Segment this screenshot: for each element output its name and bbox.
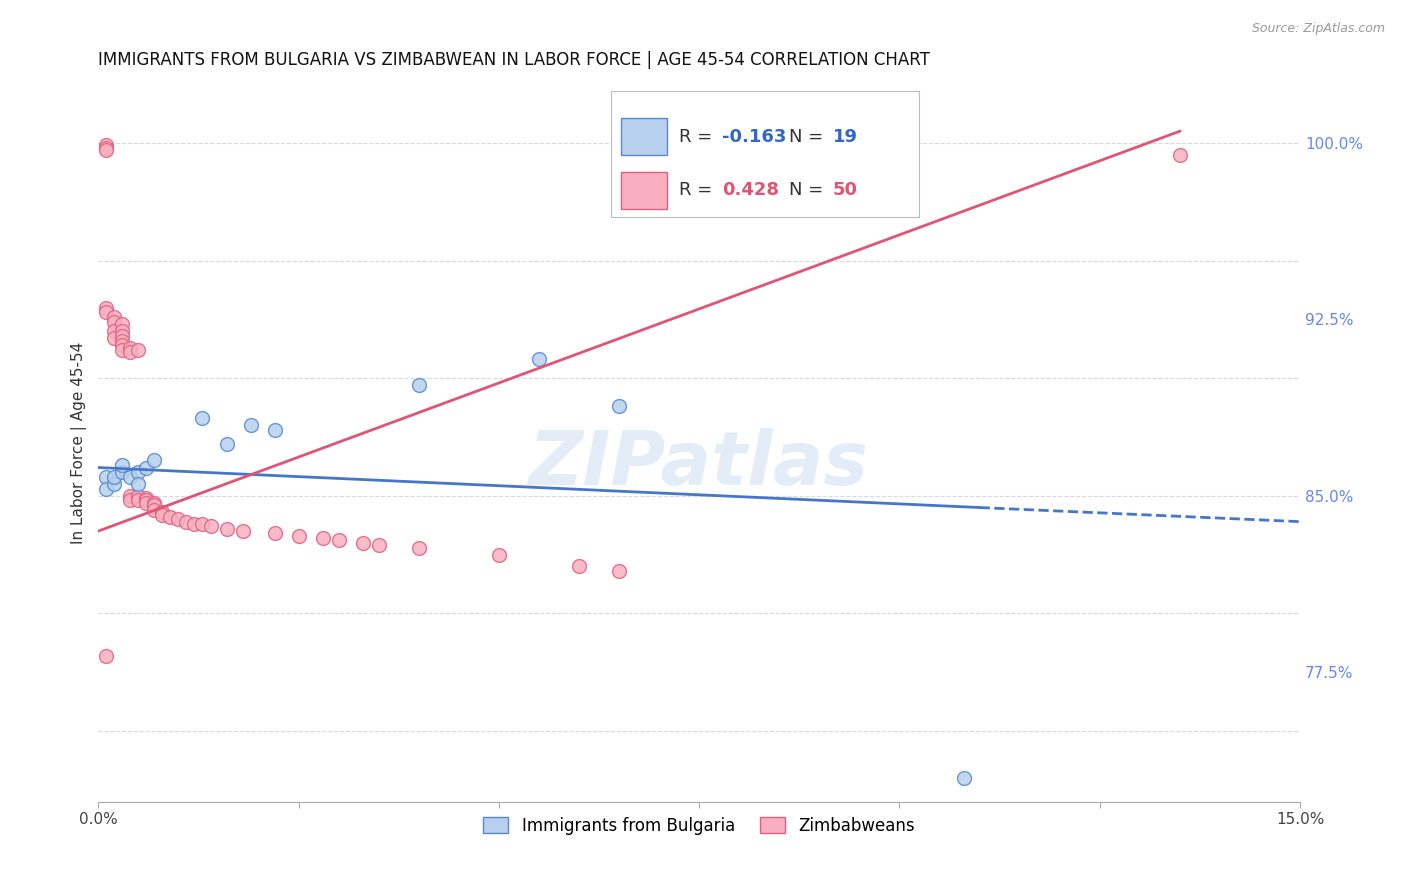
Legend: Immigrants from Bulgaria, Zimbabweans: Immigrants from Bulgaria, Zimbabweans	[475, 809, 924, 844]
Point	[120, 345, 142, 359]
Point	[111, 324, 134, 338]
Point	[328, 533, 350, 548]
Text: IMMIGRANTS FROM BULGARIA VS ZIMBABWEAN IN LABOR FORCE | AGE 45-54 CORRELATION CH: IMMIGRANTS FROM BULGARIA VS ZIMBABWEAN I…	[98, 51, 931, 69]
Point	[111, 343, 134, 357]
Text: 0.428: 0.428	[723, 181, 779, 200]
Point	[488, 548, 510, 562]
FancyBboxPatch shape	[621, 118, 666, 155]
FancyBboxPatch shape	[621, 172, 666, 209]
Text: Source: ZipAtlas.com: Source: ZipAtlas.com	[1251, 22, 1385, 36]
Point	[135, 491, 157, 505]
Point	[103, 315, 125, 329]
Point	[352, 536, 374, 550]
Point	[200, 519, 222, 533]
Text: N =: N =	[789, 181, 830, 200]
Point	[367, 538, 389, 552]
Y-axis label: In Labor Force | Age 45-54: In Labor Force | Age 45-54	[72, 342, 87, 544]
Point	[111, 458, 134, 473]
Text: R =: R =	[679, 128, 717, 145]
Text: 50: 50	[832, 181, 858, 200]
Point	[111, 338, 134, 352]
Point	[96, 301, 118, 315]
Point	[120, 470, 142, 484]
Text: N =: N =	[789, 128, 830, 145]
Point	[143, 496, 166, 510]
Point	[143, 498, 166, 512]
Point	[191, 411, 214, 425]
Point	[127, 477, 149, 491]
Point	[239, 418, 262, 433]
Point	[111, 465, 134, 479]
Point	[152, 505, 174, 519]
Point	[96, 138, 118, 153]
Point	[96, 470, 118, 484]
FancyBboxPatch shape	[612, 91, 920, 217]
Point	[143, 503, 166, 517]
Point	[408, 541, 430, 555]
Point	[96, 648, 118, 663]
Point	[1168, 147, 1191, 161]
Point	[127, 493, 149, 508]
Point	[952, 771, 974, 785]
Point	[111, 317, 134, 331]
Point	[96, 305, 118, 319]
Point	[96, 141, 118, 155]
Point	[215, 437, 238, 451]
Point	[143, 453, 166, 467]
Point	[152, 508, 174, 522]
Point	[135, 460, 157, 475]
Point	[103, 324, 125, 338]
Point	[176, 515, 198, 529]
Point	[96, 143, 118, 157]
Point	[263, 423, 285, 437]
Point	[103, 470, 125, 484]
Point	[232, 524, 254, 538]
Point	[120, 489, 142, 503]
Point	[167, 512, 190, 526]
Point	[607, 564, 630, 578]
Point	[287, 529, 309, 543]
Point	[311, 531, 333, 545]
Point	[263, 526, 285, 541]
Point	[96, 482, 118, 496]
Point	[135, 496, 157, 510]
Point	[120, 341, 142, 355]
Point	[120, 493, 142, 508]
Point	[183, 516, 205, 531]
Point	[127, 489, 149, 503]
Point	[191, 516, 214, 531]
Point	[568, 559, 591, 574]
Point	[159, 510, 181, 524]
Text: ZIPatlas: ZIPatlas	[529, 428, 869, 501]
Point	[111, 328, 134, 343]
Point	[215, 522, 238, 536]
Text: -0.163: -0.163	[723, 128, 786, 145]
Point	[527, 352, 550, 367]
Point	[103, 331, 125, 345]
Text: 19: 19	[832, 128, 858, 145]
Point	[111, 334, 134, 348]
Point	[135, 493, 157, 508]
Point	[103, 310, 125, 324]
Point	[607, 400, 630, 414]
Text: R =: R =	[679, 181, 717, 200]
Point	[408, 378, 430, 392]
Point	[103, 477, 125, 491]
Point	[127, 343, 149, 357]
Point	[127, 465, 149, 479]
